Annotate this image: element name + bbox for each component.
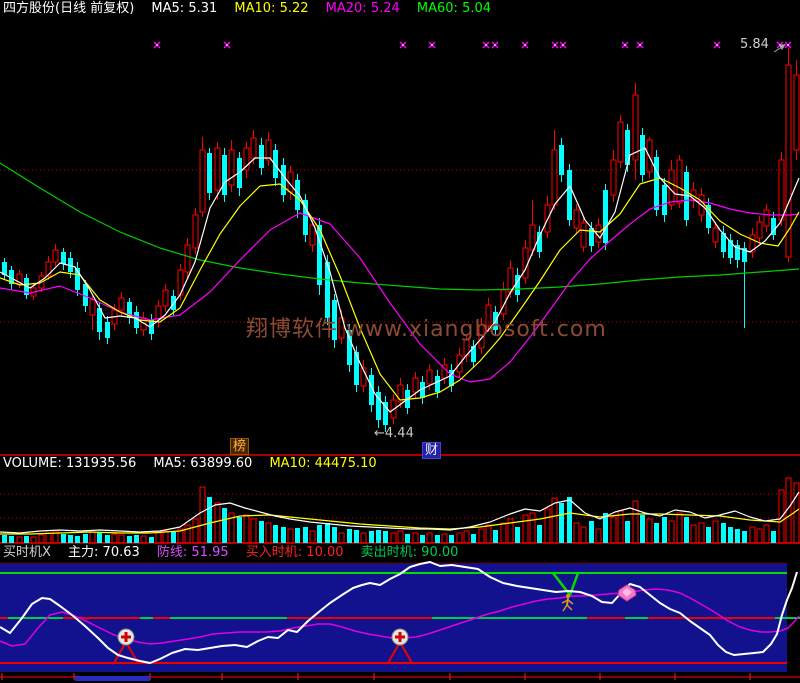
price-high-label: 5.84 bbox=[740, 37, 769, 52]
first-aid-icon bbox=[117, 628, 135, 646]
first-aid-icon bbox=[391, 628, 409, 646]
zhuli-value: 主力: 70.63 bbox=[68, 545, 140, 560]
ma10-value: MA10: 5.22 bbox=[234, 1, 309, 16]
rank-badge[interactable]: 榜 bbox=[230, 438, 250, 455]
price-ma-lines bbox=[0, 147, 800, 413]
ma5-value: MA5: 5.31 bbox=[151, 1, 218, 16]
wealth-badge[interactable]: 财 bbox=[422, 442, 442, 459]
price-header: 四方股份(日线 前复权) MA5: 5.31 MA10: 5.22 MA20: … bbox=[3, 1, 504, 16]
volume-ma10-value: MA10: 44475.10 bbox=[269, 456, 377, 471]
sell-marks bbox=[153, 41, 792, 49]
high-arrow bbox=[773, 44, 786, 53]
price-low-label: ←4.44 bbox=[374, 426, 414, 441]
scrollbar-thumb[interactable] bbox=[75, 676, 150, 681]
stock-title: 四方股份(日线 前复权) bbox=[3, 1, 135, 16]
bottom-axis bbox=[0, 673, 800, 681]
volume-ma-lines bbox=[0, 491, 800, 535]
watermark: 翔博软件 www.xiangbosoft.com bbox=[246, 317, 607, 342]
mairu-value: 买入时机: 10.00 bbox=[245, 545, 344, 560]
pink-gem-icon bbox=[617, 584, 637, 602]
volume-value: VOLUME: 131935.56 bbox=[3, 456, 137, 471]
ma20-value: MA20: 5.24 bbox=[325, 1, 400, 16]
indicator-name[interactable]: 买时机X bbox=[3, 545, 51, 560]
price-pane bbox=[0, 169, 797, 323]
dancing-figure-icon bbox=[561, 594, 574, 612]
candles bbox=[2, 48, 800, 432]
volume-bars bbox=[2, 477, 800, 544]
indicator-pane bbox=[0, 561, 800, 672]
indicator-header: 买时机X 主力: 70.63 防线: 51.95 买入时机: 10.00 卖出时… bbox=[3, 545, 471, 560]
volume-ma5-value: MA5: 63899.60 bbox=[153, 456, 253, 471]
volume-header: VOLUME: 131935.56 MA5: 63899.60 MA10: 44… bbox=[3, 456, 390, 471]
ma60-value: MA60: 5.04 bbox=[416, 1, 492, 16]
fangxian-value: 防线: 51.95 bbox=[156, 545, 229, 560]
maichu-value: 卖出时机: 90.00 bbox=[360, 545, 459, 560]
